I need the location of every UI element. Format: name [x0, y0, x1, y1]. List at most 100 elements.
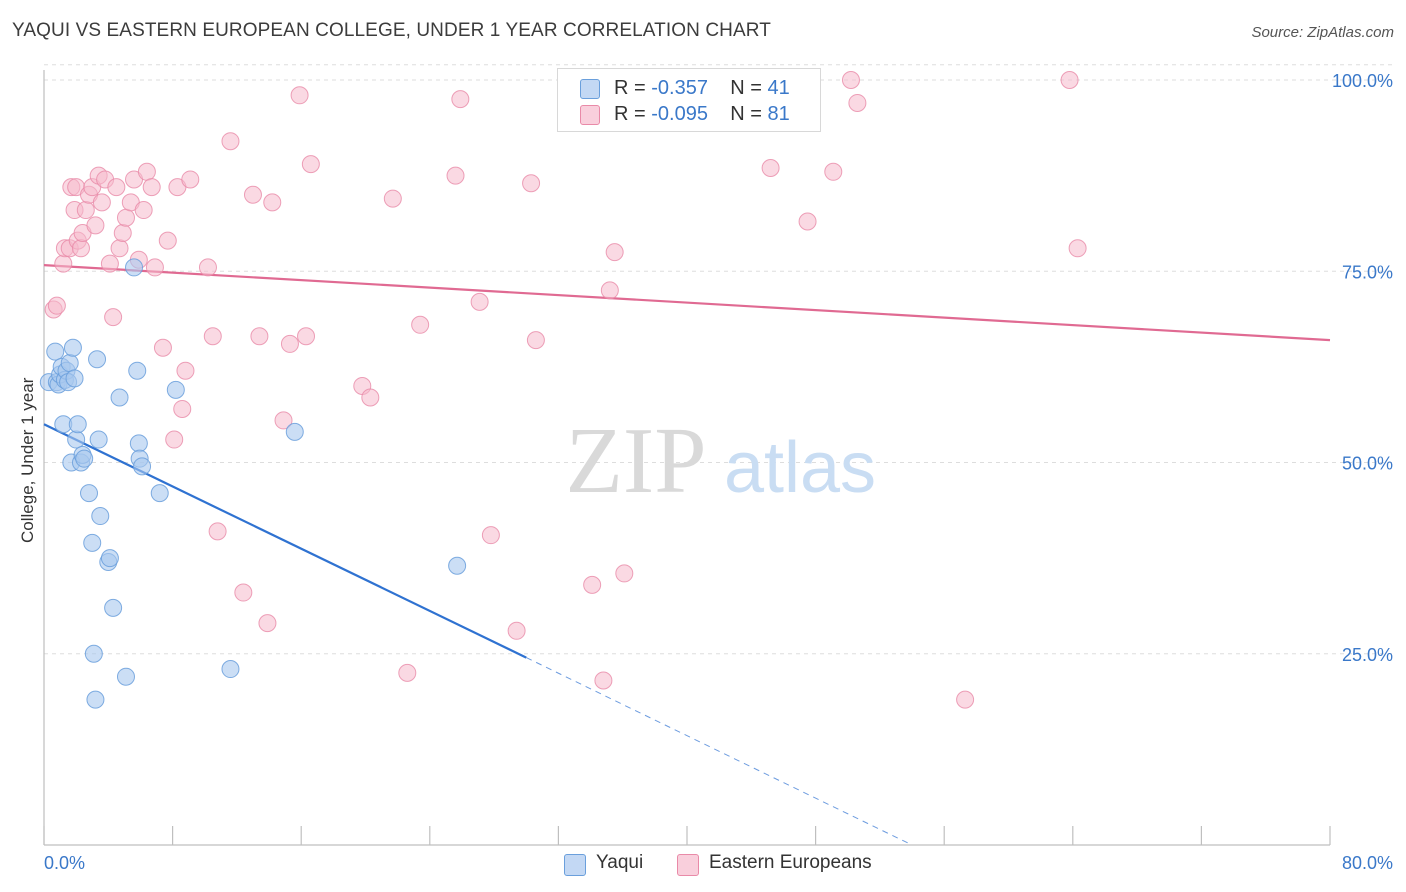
yaqui-point: [128, 361, 147, 380]
axes: [43, 70, 1331, 846]
yaqui-point: [86, 690, 105, 709]
x-tick-label: 80.0%: [1342, 853, 1393, 873]
gridlines: [44, 64, 1392, 655]
correlation-legend: R = -0.357 N = 41 R = -0.095 N = 81: [557, 68, 821, 132]
eastern-europeans-point: [274, 411, 293, 430]
eastern-europeans-point: [203, 327, 222, 346]
x-tick-label: 0.0%: [44, 853, 85, 873]
legend-n-value: 41: [767, 77, 790, 99]
y-tick-label: 25.0%: [1342, 645, 1393, 665]
yaqui-point: [91, 507, 110, 526]
trend-lines: [43, 264, 1331, 846]
eastern-europeans-point: [86, 216, 105, 235]
eastern-europeans-point: [134, 201, 153, 220]
yaqui-point: [166, 380, 185, 399]
eastern-europeans-point: [798, 212, 817, 231]
legend-n-label: N =: [730, 103, 762, 125]
legend-r-label: R =: [614, 77, 646, 99]
yaqui-point: [65, 369, 84, 388]
yaqui-point: [68, 415, 87, 434]
eastern-europeans-point: [221, 132, 240, 151]
eastern-europeans-point: [54, 254, 73, 273]
legend-n-label: N =: [730, 77, 762, 99]
eastern-europeans-point: [1060, 71, 1079, 89]
eastern-europeans-point: [301, 155, 320, 174]
legend-item-label: Eastern Europeans: [709, 852, 872, 873]
eastern-europeans-point: [234, 583, 253, 602]
eastern-europeans-swatch: [580, 105, 600, 125]
eastern-europeans-point: [243, 185, 262, 204]
yaqui-point: [110, 388, 129, 407]
watermark-atlas: atlas: [724, 428, 876, 508]
yaqui-point: [448, 556, 467, 575]
y-tick-label: 50.0%: [1342, 454, 1393, 474]
eastern-europeans-point: [507, 621, 526, 640]
y-tick-label: 100.0%: [1332, 71, 1393, 91]
eastern-europeans-point: [47, 296, 66, 315]
legend-n-value: 81: [767, 103, 790, 125]
eastern-europeans-point: [522, 174, 541, 193]
eastern-europeans-point: [848, 93, 867, 112]
eastern-europeans-point: [280, 334, 299, 353]
eastern-europeans-point: [526, 331, 545, 350]
eastern-europeans-point: [181, 170, 200, 189]
yaqui-point: [88, 350, 107, 369]
eastern-europeans-point: [158, 231, 177, 250]
yaqui-point: [285, 422, 304, 441]
eastern-europeans-point: [104, 308, 123, 327]
eastern-europeans-point: [116, 208, 135, 227]
series-legend: Yaqui Eastern Europeans: [0, 852, 1406, 878]
eastern-europeans-point: [250, 327, 269, 346]
legend-r-label: R =: [614, 103, 646, 125]
yaqui-point: [100, 549, 119, 568]
yaqui-point: [84, 644, 103, 663]
yaqui-point: [67, 430, 86, 449]
eastern-europeans-point: [411, 315, 430, 334]
yaqui-point: [116, 667, 135, 686]
eastern-europeans-point: [470, 292, 489, 311]
eastern-europeans-point: [110, 239, 129, 258]
eastern-europeans-point: [297, 327, 316, 346]
eastern-europeans-point: [605, 243, 624, 262]
eastern-europeans-point: [594, 671, 613, 690]
eastern-europeans-point: [107, 178, 126, 197]
tick-labels: 25.0% 50.0% 75.0% 100.0% 0.0% 80.0%: [44, 71, 1393, 873]
watermark: ZIP atlas: [566, 409, 877, 513]
yaqui-trend-extension: [526, 657, 913, 846]
eastern-europeans-point: [451, 90, 470, 109]
legend-r-value: -0.095: [651, 103, 708, 125]
eastern-europeans-point: [290, 86, 309, 105]
eastern-europeans-point: [824, 162, 843, 181]
chart-title: YAQUI VS EASTERN EUROPEAN COLLEGE, UNDER…: [12, 20, 771, 41]
eastern-europeans-trend-line: [43, 264, 1331, 342]
source-label: Source: ZipAtlas.com: [1251, 24, 1394, 41]
eastern-europeans-point: [583, 575, 602, 594]
yaqui-point: [80, 484, 99, 503]
yaqui-point: [150, 484, 169, 503]
yaqui-swatch: [580, 79, 600, 99]
y-tick-label: 75.0%: [1342, 262, 1393, 282]
eastern-europeans-point: [100, 254, 119, 273]
eastern-europeans-point: [600, 281, 619, 300]
eastern-europeans-point: [383, 189, 402, 208]
eastern-europeans-point: [71, 239, 90, 258]
eastern-europeans-point: [208, 522, 227, 541]
yaqui-trend-line: [43, 423, 527, 659]
legend-r-value: -0.357: [651, 77, 708, 99]
eastern-europeans-point: [176, 361, 195, 380]
data-points: [39, 71, 1087, 709]
eastern-europeans-point: [113, 224, 132, 242]
eastern-europeans-point: [761, 158, 780, 177]
yaqui-point: [125, 258, 144, 277]
eastern-europeans-point: [263, 193, 282, 212]
eastern-europeans-point: [446, 166, 465, 185]
eastern-europeans-point: [398, 663, 417, 682]
yaqui-point: [133, 457, 152, 476]
yaqui-point: [60, 354, 79, 373]
yaqui-point: [129, 434, 148, 453]
yaqui-point: [221, 660, 240, 679]
yaqui-point: [104, 598, 123, 617]
eastern-europeans-point: [956, 690, 975, 709]
eastern-europeans-point: [1068, 239, 1087, 258]
eastern-europeans-point: [841, 71, 860, 89]
